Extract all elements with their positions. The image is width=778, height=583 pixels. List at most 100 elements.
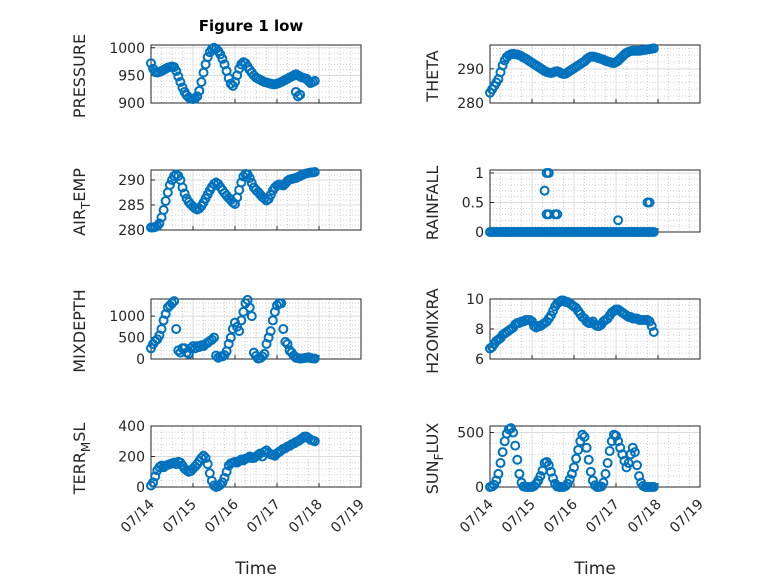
data-point xyxy=(276,298,287,309)
data-point xyxy=(611,430,621,441)
subplot-6: 6 8 10 H2OMIXRA xyxy=(423,288,701,374)
data-point xyxy=(579,431,590,442)
data-point xyxy=(236,177,247,188)
data-point xyxy=(148,477,159,488)
y-axis-label: MIXDEPTH xyxy=(70,289,89,372)
data-point xyxy=(200,453,211,464)
data-point xyxy=(167,298,177,309)
data-point xyxy=(206,334,217,345)
data-point xyxy=(217,53,228,64)
data-point xyxy=(190,93,201,104)
data-point xyxy=(293,91,303,102)
data-point xyxy=(183,348,194,359)
data-point xyxy=(508,427,519,438)
data-point xyxy=(497,60,508,71)
y-tick-label: 0 xyxy=(136,480,145,496)
subplot-4: 0 0.5 1 RAINFALL xyxy=(423,166,701,241)
data-point xyxy=(265,326,276,337)
data-point xyxy=(648,227,659,237)
y-axis-label: H2OMIXRA xyxy=(423,288,442,374)
data-point xyxy=(535,471,546,482)
data-point xyxy=(194,85,205,96)
data-point xyxy=(267,315,278,326)
data-point xyxy=(539,185,550,196)
x-axis-label: Time xyxy=(573,559,616,579)
y-tick-label: 500 xyxy=(118,331,145,347)
data-point xyxy=(613,215,624,226)
data-point xyxy=(548,473,558,484)
data-point xyxy=(173,71,184,82)
data-point xyxy=(202,459,213,470)
data-point xyxy=(259,348,270,359)
data-point xyxy=(196,77,207,88)
subplot-5: 0 500 1000 MIXDEPTH xyxy=(70,289,362,373)
data-point xyxy=(604,446,615,457)
data-point xyxy=(600,468,611,479)
y-axis-label: SUNFLUX xyxy=(423,423,446,495)
data-point xyxy=(632,460,642,471)
data-point xyxy=(177,182,188,193)
y-axis-label: AIRTEMP xyxy=(70,168,93,236)
y-tick-label: 1000 xyxy=(109,309,145,325)
data-point xyxy=(646,321,657,331)
y-tick-label: 1 xyxy=(475,166,484,182)
y-axis-label: TERRMSL xyxy=(70,423,93,496)
data-point xyxy=(202,52,213,63)
y-tick-label: 0 xyxy=(475,480,484,496)
data-point xyxy=(497,447,508,458)
figure-title: Figure 1 low xyxy=(199,17,304,35)
y-tick-label: 290 xyxy=(118,173,145,189)
data-point xyxy=(309,75,320,86)
data-point xyxy=(244,173,255,183)
data-point xyxy=(169,296,180,307)
data-point xyxy=(303,75,314,86)
data-point xyxy=(514,468,525,479)
data-point xyxy=(244,302,255,313)
y-tick-label: 950 xyxy=(118,68,145,84)
y-tick-label: 290 xyxy=(457,62,484,78)
data-point xyxy=(648,327,659,337)
data-point xyxy=(152,221,163,231)
data-point xyxy=(156,324,167,334)
data-point xyxy=(309,436,320,447)
data-point xyxy=(309,167,320,177)
y-tick-label: 0 xyxy=(136,352,145,368)
data-point xyxy=(164,180,175,190)
data-point xyxy=(234,326,245,337)
data-point xyxy=(577,429,588,440)
y-tick-label: 280 xyxy=(457,96,484,112)
data-point xyxy=(179,188,190,199)
y-axis-label: RAINFALL xyxy=(423,166,442,241)
y-tick-label: 6 xyxy=(475,352,484,368)
y-tick-label: 10 xyxy=(466,292,484,308)
data-point xyxy=(246,311,257,322)
data-point xyxy=(564,474,575,485)
x-axis-label: Time xyxy=(234,559,277,579)
data-point xyxy=(598,477,609,488)
subplot-3: 280 285 290 AIRTEMP xyxy=(70,167,362,239)
data-point xyxy=(629,447,640,458)
data-point xyxy=(215,479,226,490)
data-point xyxy=(644,197,655,208)
data-point xyxy=(552,209,563,220)
data-point xyxy=(175,77,186,88)
data-point xyxy=(198,450,209,461)
y-tick-label: 900 xyxy=(118,96,145,112)
data-point xyxy=(495,458,506,469)
y-tick-label: 200 xyxy=(118,450,145,466)
data-point xyxy=(236,315,247,326)
data-point xyxy=(543,167,554,178)
y-tick-label: 1000 xyxy=(109,41,145,57)
data-point xyxy=(602,458,613,469)
data-point xyxy=(571,453,582,464)
data-point xyxy=(196,453,207,464)
data-point xyxy=(219,472,230,483)
y-axis-label: THETA xyxy=(423,50,442,102)
y-tick-label: 280 xyxy=(118,223,145,239)
y-axis-label: PRESSURE xyxy=(70,34,89,118)
data-point xyxy=(171,65,182,76)
data-point xyxy=(278,324,289,334)
data-point xyxy=(192,91,203,102)
data-point xyxy=(280,336,291,347)
